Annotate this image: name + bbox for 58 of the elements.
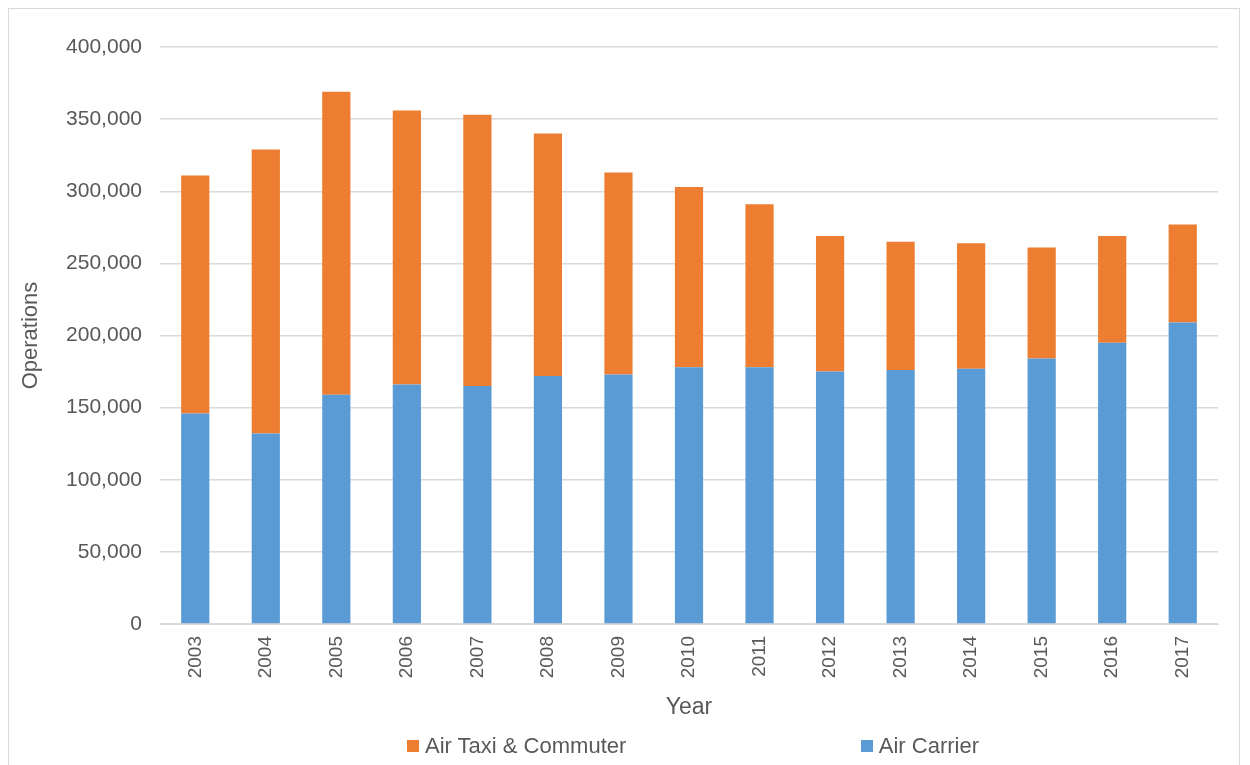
bar [1027, 358, 1056, 624]
bar [886, 370, 915, 624]
x-tick-label: 2006 [395, 636, 417, 679]
bar [957, 243, 986, 369]
x-tick-label: 2009 [606, 636, 628, 679]
bar [1027, 247, 1056, 359]
y-tick-label: 150,000 [66, 394, 142, 418]
y-tick-label: 100,000 [66, 466, 142, 490]
bar [1098, 342, 1127, 624]
bar [745, 204, 774, 368]
x-tick-label: 2015 [1029, 636, 1051, 679]
bar [533, 375, 563, 624]
x-axis-title: Year [665, 692, 713, 719]
bar [957, 368, 986, 624]
x-tick-label: 2011 [747, 636, 769, 677]
x-tick-label: 2017 [1170, 636, 1192, 679]
legend-label: Air Taxi & Commuter [425, 733, 627, 759]
bar [251, 149, 280, 434]
bar [1098, 235, 1127, 343]
y-tick-label: 0 [130, 610, 142, 634]
bar [815, 371, 845, 624]
x-tick-label: 2005 [324, 636, 346, 679]
bar [886, 241, 915, 371]
bar [392, 384, 421, 624]
bar [322, 91, 351, 395]
y-tick-label: 350,000 [66, 105, 142, 129]
y-tick-label: 250,000 [66, 250, 142, 274]
bar [392, 110, 421, 385]
bar [322, 394, 351, 624]
x-tick-label: 2012 [818, 636, 840, 679]
bar [181, 175, 210, 414]
bar [745, 367, 774, 624]
x-tick-label: 2014 [959, 635, 981, 679]
y-tick-label: 200,000 [66, 322, 142, 346]
bar [1168, 224, 1197, 323]
bar [1168, 322, 1197, 624]
x-tick-label: 2010 [677, 636, 699, 679]
x-tick-label: 2013 [888, 636, 910, 679]
x-tick-label: 2003 [183, 636, 205, 679]
y-axis-title: Operations [17, 281, 43, 390]
x-tick-label: 2007 [465, 636, 487, 679]
x-tick-label: 2004 [254, 635, 276, 679]
bar [604, 374, 633, 624]
bar [463, 385, 492, 624]
bar [674, 186, 704, 368]
bar [251, 433, 280, 624]
y-tick-label: 400,000 [66, 33, 142, 57]
x-tick-label: 2008 [536, 636, 558, 679]
x-tick-label: 2016 [1100, 636, 1122, 679]
y-tick-label: 300,000 [66, 178, 142, 202]
legend-label: Air Carrier [878, 733, 979, 759]
bar [815, 235, 845, 372]
bar [463, 114, 492, 386]
y-tick-label: 50,000 [77, 538, 142, 562]
bar [533, 133, 563, 376]
bar [674, 367, 704, 624]
bar [181, 413, 210, 624]
bar [604, 172, 633, 375]
